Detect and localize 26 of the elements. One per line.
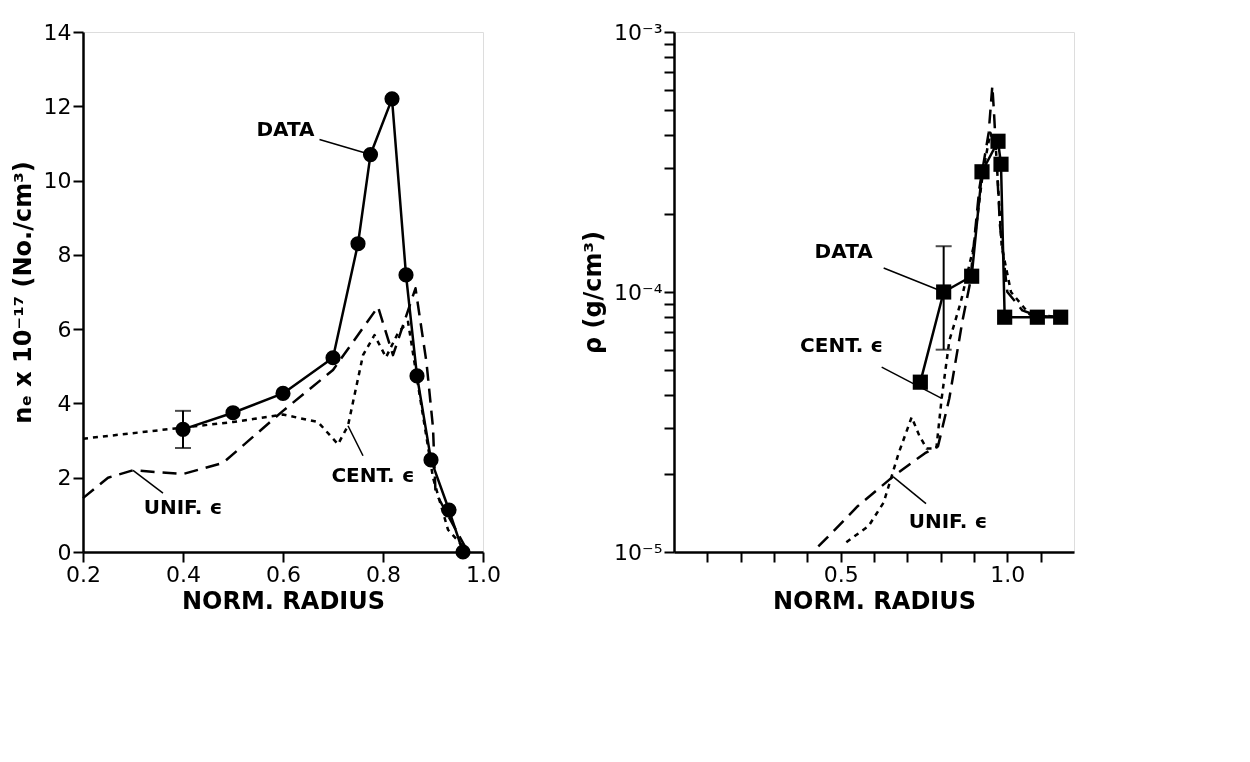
x-axis-title: NORM. RADIUS — [181, 586, 386, 615]
y-tick-label: 2 — [57, 465, 72, 491]
annotation: DATA — [256, 116, 316, 141]
x-tick-label: 1.0 — [990, 561, 1026, 587]
y-axis-title: ρ (g/cm³) — [579, 230, 608, 355]
y-axis-title: nₑ x 10⁻¹⁷ (No./cm³) — [8, 161, 37, 424]
x-tick-label: 0.8 — [366, 561, 401, 587]
annotation: UNIF. ϵ — [143, 495, 223, 520]
x-tick-label: 0.5 — [823, 561, 859, 587]
x-tick-label: 1.0 — [466, 561, 501, 587]
y-tick-label: 14 — [43, 19, 72, 45]
y-tick-label: 10⁻⁴ — [614, 279, 663, 305]
annotation: CENT. ϵ — [331, 462, 415, 487]
y-tick-label: 12 — [43, 93, 72, 119]
annotation: DATA — [814, 239, 874, 263]
annotation: CENT. ϵ — [800, 333, 884, 358]
annotation: UNIF. ϵ — [908, 508, 988, 533]
y-tick-label: 10 — [43, 168, 72, 194]
y-tick-label: 10⁻³ — [614, 19, 663, 45]
y-tick-label: 8 — [57, 242, 72, 268]
x-tick-label: 0.4 — [166, 561, 201, 587]
y-tick-label: 6 — [57, 316, 72, 342]
x-tick-label: 0.6 — [266, 561, 301, 587]
x-axis-title: NORM. RADIUS — [772, 586, 977, 615]
y-tick-label: 10⁻⁵ — [614, 539, 663, 565]
y-tick-label: 4 — [57, 390, 72, 416]
